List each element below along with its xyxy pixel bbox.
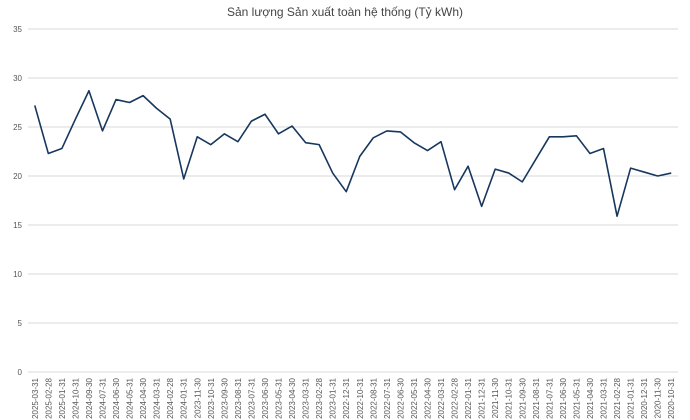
x-tick-label: 2023-09-30	[220, 377, 229, 418]
x-tick-label: 2023-03-31	[302, 377, 311, 418]
y-tick-label: 35	[13, 25, 22, 34]
x-tick-label: 2024-04-30	[139, 377, 148, 418]
y-tick-label: 15	[13, 221, 22, 230]
x-tick-label: 2020-10-31	[667, 377, 676, 418]
x-tick-label: 2023-10-31	[207, 377, 216, 418]
x-tick-label: 2025-01-31	[58, 377, 67, 418]
chart-title: Sản lượng Sản xuất toàn hệ thống (Tỷ kWh…	[227, 5, 463, 19]
x-tick-label: 2024-09-30	[85, 377, 94, 418]
x-tick-label: 2021-06-30	[559, 377, 568, 418]
x-tick-label: 2022-05-31	[410, 377, 419, 418]
x-tick-label: 2022-02-28	[451, 377, 460, 418]
y-tick-label: 5	[18, 319, 23, 328]
x-tick-label: 2020-12-31	[640, 377, 649, 418]
x-tick-label: 2021-01-31	[627, 377, 636, 418]
x-tick-label: 2025-02-28	[44, 377, 53, 418]
x-tick-label: 2021-11-30	[491, 377, 500, 418]
x-tick-label: 2021-07-31	[545, 377, 554, 418]
x-tick-label: 2024-07-31	[98, 377, 107, 418]
x-tick-label: 2024-03-31	[153, 377, 162, 418]
x-tick-label: 2022-06-30	[396, 377, 405, 418]
x-tick-label: 2022-12-31	[342, 377, 351, 418]
x-tick-label: 2023-11-30	[193, 377, 202, 418]
x-tick-label: 2024-01-31	[180, 377, 189, 418]
x-tick-label: 2021-12-31	[478, 377, 487, 418]
x-tick-label: 2021-09-30	[518, 377, 527, 418]
x-tick-label: 2024-02-28	[166, 377, 175, 418]
x-tick-label: 2021-04-30	[586, 377, 595, 418]
x-tick-label: 2021-02-28	[613, 377, 622, 418]
x-tick-label: 2021-05-31	[572, 377, 581, 418]
x-tick-label: 2022-03-31	[437, 377, 446, 418]
x-tick-label: 2024-10-31	[71, 377, 80, 418]
x-tick-label: 2024-06-30	[112, 377, 121, 418]
x-tick-label: 2020-11-30	[654, 377, 663, 418]
x-tick-label: 2021-08-31	[532, 377, 541, 418]
x-tick-label: 2023-02-28	[315, 377, 324, 418]
x-tick-label: 2023-01-31	[329, 377, 338, 418]
x-tick-label: 2023-06-30	[261, 377, 270, 418]
y-tick-label: 20	[13, 172, 22, 181]
x-tick-label: 2023-07-31	[247, 377, 256, 418]
x-tick-label: 2023-08-31	[234, 377, 243, 418]
y-tick-label: 0	[18, 368, 23, 377]
x-tick-label: 2023-05-31	[275, 377, 284, 418]
x-tick-label: 2022-04-30	[423, 377, 432, 418]
x-tick-label: 2024-05-31	[126, 377, 135, 418]
x-tick-label: 2021-10-31	[505, 377, 514, 418]
x-tick-label: 2022-01-31	[464, 377, 473, 418]
y-tick-label: 25	[13, 123, 22, 132]
data-line	[34, 89, 672, 217]
y-tick-label: 10	[13, 270, 22, 279]
x-tick-label: 2025-03-31	[31, 377, 40, 418]
x-tick-label: 2021-03-31	[600, 377, 609, 418]
x-tick-label: 2022-08-31	[369, 377, 378, 418]
x-tick-label: 2022-10-31	[356, 377, 365, 418]
x-tick-label: 2022-07-31	[383, 377, 392, 418]
y-tick-label: 30	[13, 74, 22, 83]
x-tick-label: 2023-04-30	[288, 377, 297, 418]
